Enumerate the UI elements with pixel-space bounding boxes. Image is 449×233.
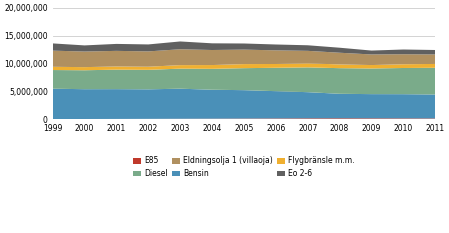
Legend: E85, Diesel, Eldningsolja 1 (villaoja), Bensin, Flygbränsle m.m., Eo 2-6: E85, Diesel, Eldningsolja 1 (villaoja), … bbox=[133, 156, 355, 178]
